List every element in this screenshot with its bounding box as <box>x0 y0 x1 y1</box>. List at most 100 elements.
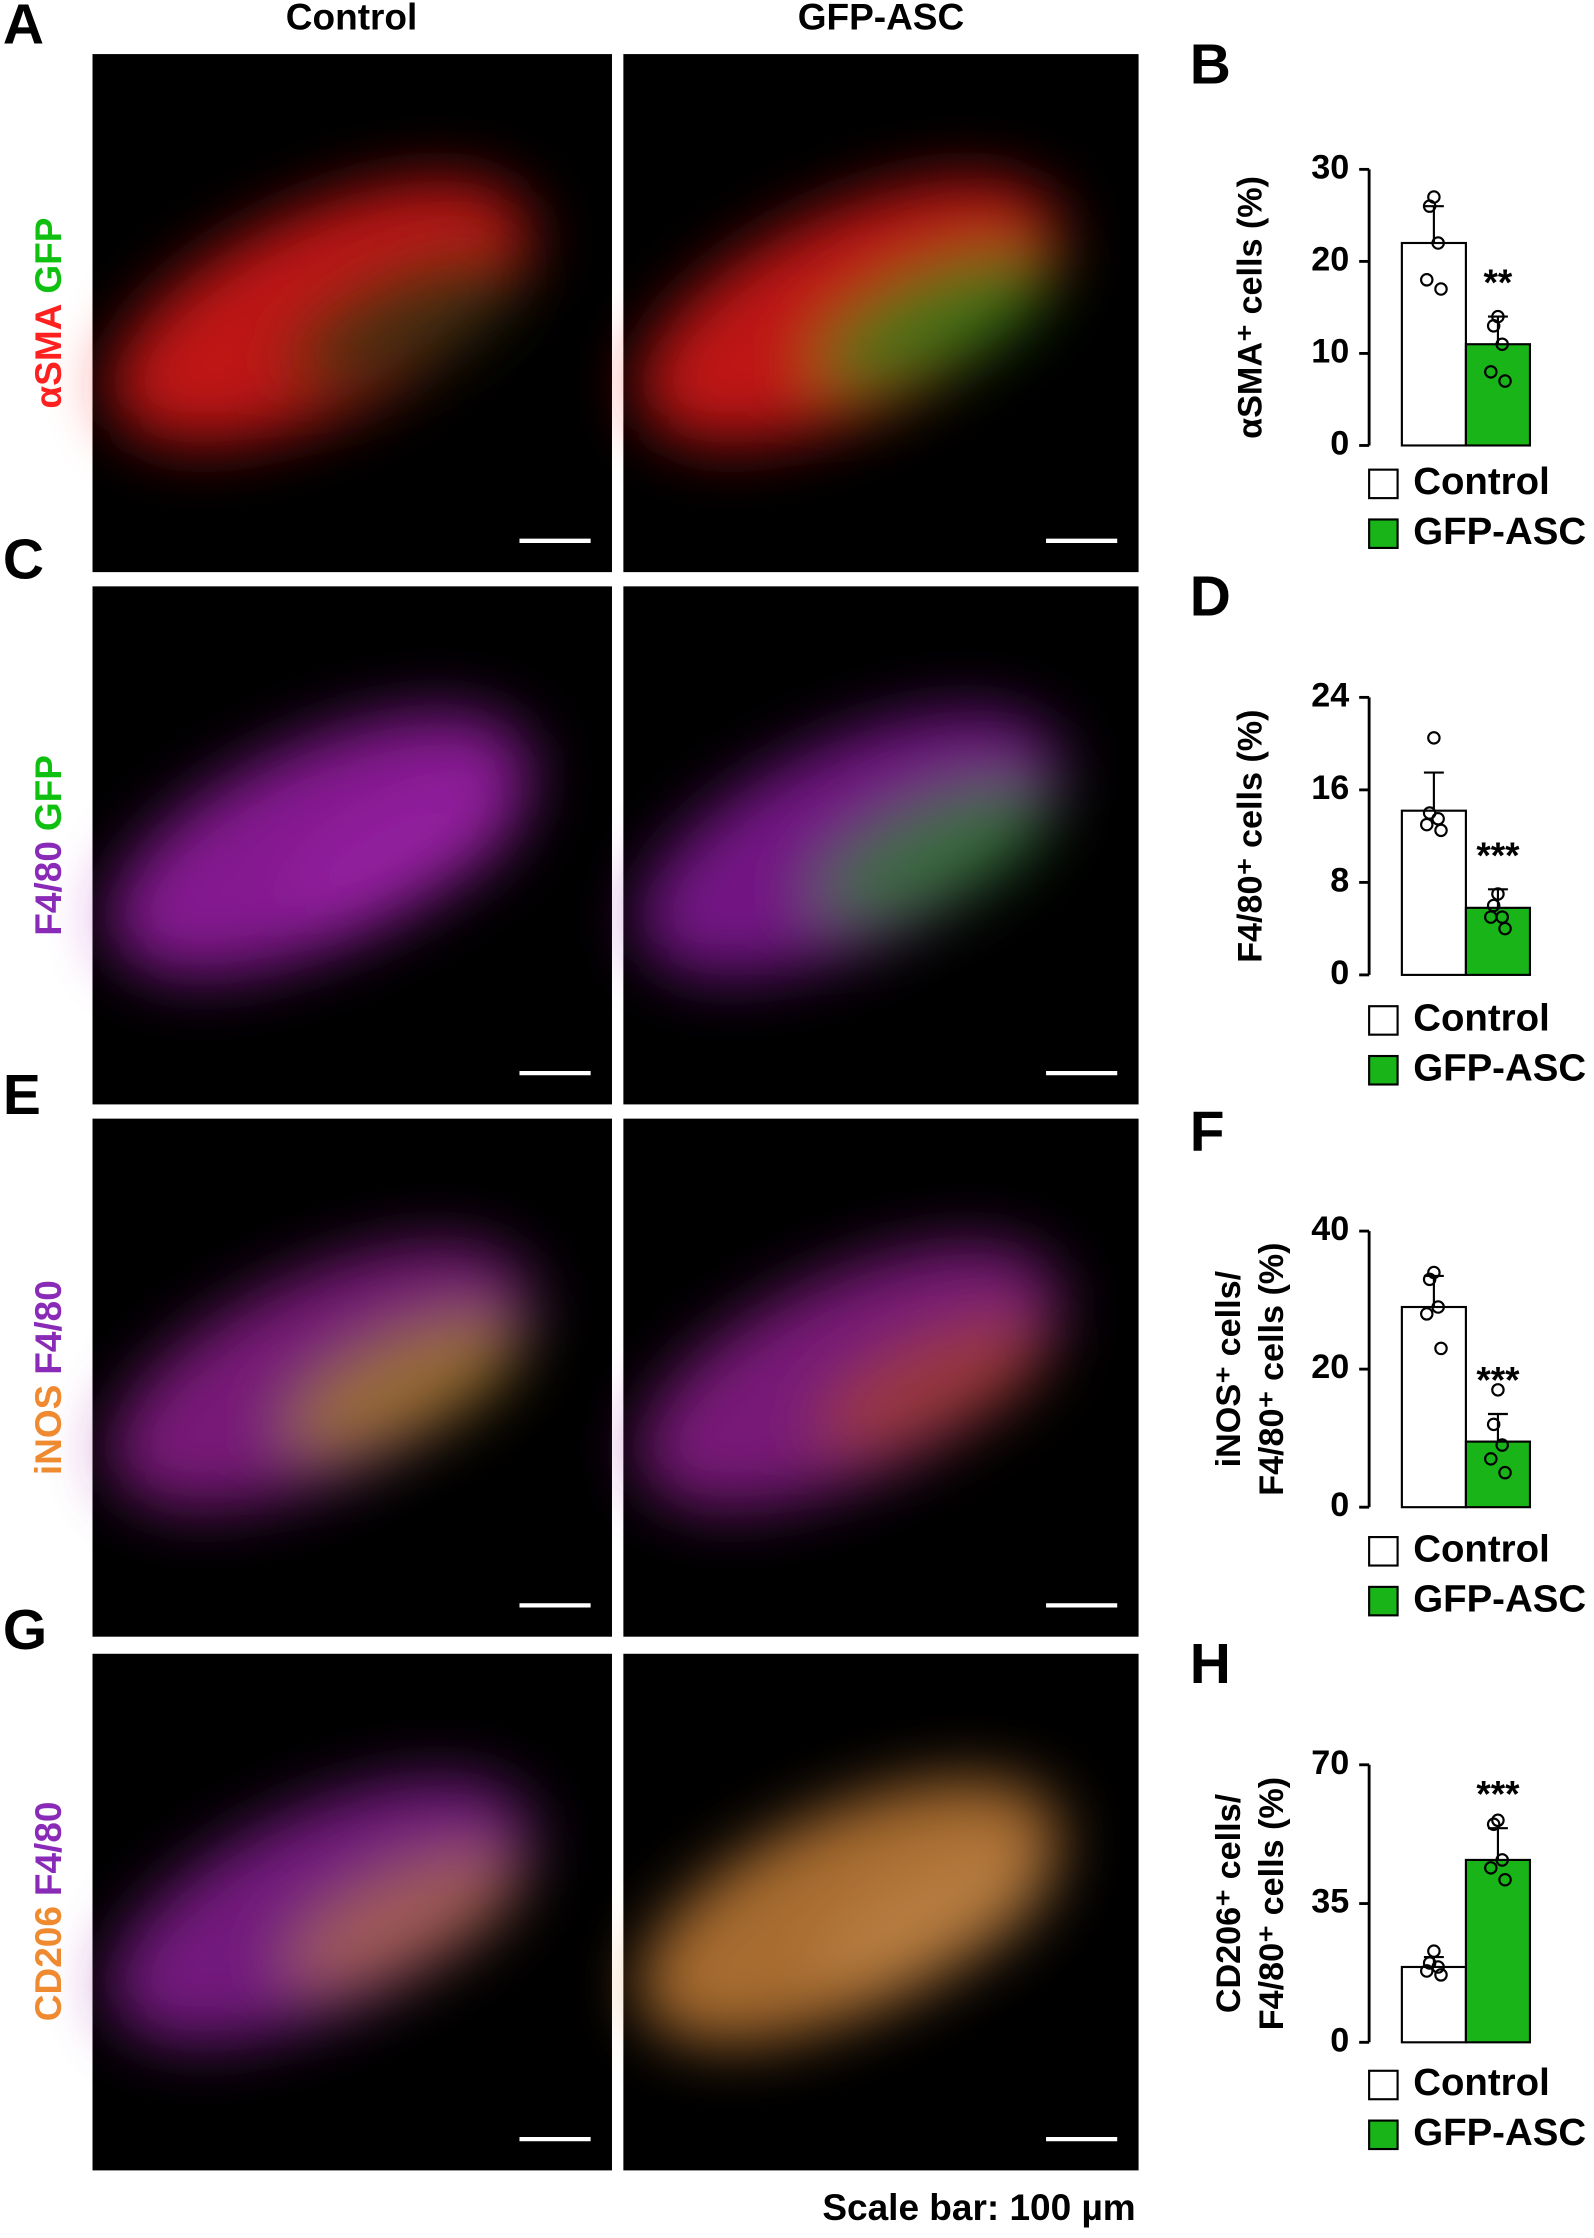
data-point <box>1431 1960 1445 1974</box>
legend-swatch <box>1368 1054 1399 1086</box>
signal <box>109 712 532 977</box>
data-point <box>1486 1817 1501 1832</box>
signal <box>284 782 521 924</box>
data-point <box>1420 1964 1434 1978</box>
legend-swatch <box>1368 518 1399 550</box>
signal <box>638 1244 1060 1509</box>
data-point <box>1434 282 1448 296</box>
y-tick-label: 8 <box>1330 861 1349 899</box>
legend-label: GFP-ASC <box>1413 1046 1586 1089</box>
data-point <box>1498 1465 1512 1480</box>
y-axis-label: F4/80⁺ cells (%) <box>1231 709 1269 962</box>
legend-label: GFP-ASC <box>1413 510 1586 553</box>
legend-swatch <box>1368 1585 1399 1617</box>
panel-letter: B <box>1190 32 1231 96</box>
scale-note: Scale bar: 100 µm <box>822 2187 1135 2228</box>
stain-signal <box>109 1244 532 1509</box>
significance: ** <box>1484 262 1513 303</box>
y-tick-label: 35 <box>1311 1883 1349 1921</box>
y-tick-label: 16 <box>1311 769 1349 807</box>
stain-signal <box>109 180 532 445</box>
data-point <box>1491 1813 1505 1828</box>
error-bar <box>1487 888 1508 908</box>
y-axis-label: F4/80⁺ cells (%) <box>1253 1242 1291 1495</box>
data-point <box>1491 1383 1505 1397</box>
row-label: αSMA GFP <box>28 218 69 409</box>
data-point <box>1484 365 1498 379</box>
data-point <box>1491 887 1505 901</box>
row-label: CD206 F4/80 <box>28 1801 69 2021</box>
significance: *** <box>1476 1359 1520 1400</box>
bar <box>1400 1305 1467 1509</box>
data-point <box>1422 1272 1437 1287</box>
stain: iNOS <box>28 1385 69 1475</box>
signal <box>813 250 1050 392</box>
y-tick-label: 0 <box>1330 954 1349 992</box>
data-point <box>1495 337 1509 351</box>
error-bar <box>1423 205 1444 243</box>
signal <box>284 250 521 392</box>
signal <box>638 1779 1060 2044</box>
legend-label: GFP-ASC <box>1413 1577 1586 1620</box>
signal <box>638 180 1060 445</box>
panel-letter: D <box>1190 565 1231 629</box>
y-tick-label: 0 <box>1330 2021 1349 2059</box>
y-axis-label: F4/80⁺ cells (%) <box>1253 1777 1291 2030</box>
data-point <box>1434 1968 1448 1982</box>
data-point <box>1431 236 1445 250</box>
data-point <box>1427 731 1441 745</box>
data-point <box>1484 1452 1498 1466</box>
bar <box>1464 1440 1532 1509</box>
panel-letter: C <box>3 528 44 592</box>
signal <box>109 1779 532 2044</box>
stain: F4/80 <box>28 841 69 936</box>
legend-label: Control <box>1413 2061 1550 2104</box>
column-header: Control <box>286 0 418 38</box>
stain-signal <box>638 1244 1060 1509</box>
legend-label: Control <box>1413 1527 1550 1570</box>
signal <box>109 180 532 445</box>
data-point <box>1498 921 1512 936</box>
micrographs <box>92 54 1139 2171</box>
column-header: GFP-ASC <box>798 0 965 38</box>
bar <box>1464 1858 1532 2044</box>
row-label: F4/80 GFP <box>28 755 69 936</box>
data-point <box>1498 374 1512 388</box>
signal <box>109 1244 532 1509</box>
stain-signal <box>109 1779 532 2044</box>
data-point <box>1427 1944 1441 1958</box>
data-point <box>1495 1438 1509 1452</box>
data-point <box>1484 910 1498 924</box>
stain: F4/80 <box>28 1280 69 1375</box>
legend-label: GFP-ASC <box>1413 2111 1586 2154</box>
data-point <box>1420 1307 1434 1321</box>
stain: CD206 <box>28 1906 69 2021</box>
data-point <box>1434 1341 1448 1356</box>
data-point <box>1495 1853 1509 1867</box>
legend-label: Control <box>1413 997 1550 1040</box>
signal <box>638 712 1060 977</box>
y-axis-label: iNOS⁺ cells/ <box>1210 1270 1248 1467</box>
y-tick-label: 0 <box>1330 1486 1349 1524</box>
y-axis-label: αSMA⁺ cells (%) <box>1231 176 1269 439</box>
signal <box>284 1849 521 1991</box>
y-tick-label: 20 <box>1311 240 1349 278</box>
legend-label: Control <box>1413 460 1550 503</box>
significance: *** <box>1476 1774 1520 1815</box>
data-point <box>1420 273 1434 287</box>
bar <box>1464 343 1532 447</box>
legend-swatch <box>1368 468 1399 500</box>
y-tick-label: 30 <box>1311 148 1349 186</box>
data-point <box>1486 1417 1501 1432</box>
signal <box>813 1849 1050 1991</box>
y-tick-label: 40 <box>1311 1210 1349 1248</box>
data-point <box>1486 319 1501 333</box>
data-point <box>1422 199 1437 213</box>
bar <box>1400 809 1467 976</box>
y-tick-label: 24 <box>1311 676 1349 714</box>
signal <box>813 1314 1050 1456</box>
bar <box>1464 906 1532 976</box>
stain-signal <box>638 180 1060 445</box>
data-point <box>1431 1300 1445 1314</box>
panel-letter: G <box>3 1598 47 1662</box>
